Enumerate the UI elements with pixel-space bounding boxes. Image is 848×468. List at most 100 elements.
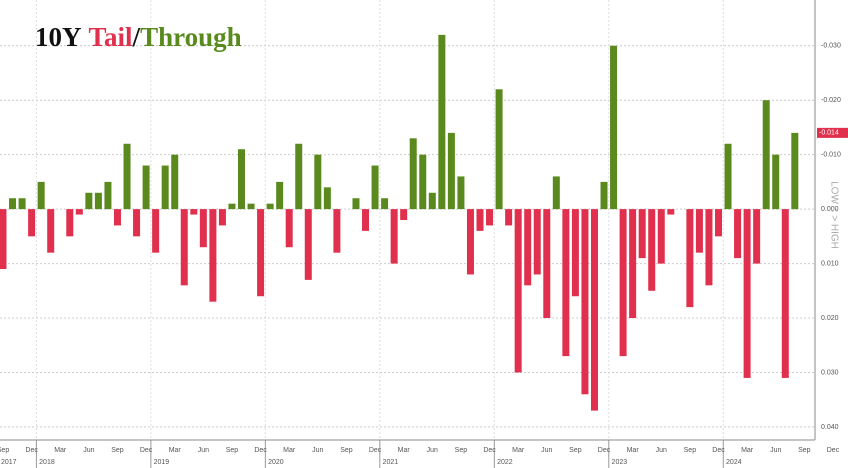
bar [228,203,236,210]
bar [381,198,389,210]
x-tick-label: Mar [627,447,640,454]
bar [686,209,694,308]
x-tick-label: Jun [656,447,667,454]
bar [695,209,703,253]
bar [209,209,217,302]
x-tick-label: Dec [483,447,496,454]
bar [266,203,274,210]
bar [715,209,722,237]
bar [428,192,436,210]
x-tick-label: Sep [455,447,468,454]
y-tick-label: 0.010 [821,260,839,267]
bar [285,209,293,248]
bar [323,187,331,210]
bar [0,209,7,270]
bar [171,154,179,210]
x-tick-label: Mar [283,447,296,454]
bar [94,192,102,210]
x-tick-label: Jun [541,447,552,454]
x-tick-label: Jun [198,447,209,454]
bar [314,154,322,210]
bar [657,209,665,264]
bar [47,209,55,253]
bar [514,209,522,373]
bar [724,143,732,210]
bar [37,181,45,210]
legend-through: Through [140,22,242,52]
bar [447,132,455,210]
year-label: 2018 [39,459,55,466]
bar [772,154,780,210]
bar [218,209,226,226]
bar [85,192,93,210]
chart-title: 10Y Tail/Through [35,22,242,52]
x-tick-label: Mar [512,447,525,454]
x-tick-label: Mar [741,447,754,454]
x-tick-label: Sep [798,447,811,454]
year-label: 2021 [383,459,399,466]
bar [390,209,398,264]
bar [486,209,494,226]
bar [104,181,112,210]
x-tick-label: Dec [369,447,382,454]
year-label: 2022 [497,459,513,466]
bar [419,154,427,210]
bar [152,209,160,253]
bar [257,209,265,297]
bar [667,209,675,215]
bar [629,209,637,319]
bar [648,209,656,291]
bar [133,209,141,237]
bar [18,198,26,210]
bar [753,209,761,264]
bar [161,165,169,210]
bar [295,143,303,210]
bar [466,209,474,275]
bar [371,165,379,210]
x-tick-label: Jun [312,447,323,454]
bar [495,89,503,210]
x-tick-label: Dec [254,447,267,454]
x-tick-label: Jun [770,447,781,454]
year-label: 2023 [612,459,628,466]
x-tick-label: Sep [226,447,239,454]
year-label: 2020 [268,459,284,466]
last-value-tag [817,127,848,138]
bar [9,198,17,210]
x-tick-label: Sep [111,447,124,454]
x-tick-label: Sep [569,447,582,454]
bar [333,209,341,253]
x-tick-label: Sep [0,447,9,454]
bar [533,209,541,275]
bar [505,209,513,226]
x-tick-label: Mar [54,447,67,454]
y-tick-label: -0.030 [821,43,841,50]
bar [199,209,207,248]
x-tick-label: Jun [83,447,94,454]
bar [142,165,150,210]
bar [781,209,789,378]
bar [438,34,446,210]
x-tick-label: Sep [340,447,353,454]
title-prefix: 10Y [35,22,82,52]
x-tick-label: Mar [169,447,182,454]
y-tick-label: -0.020 [821,97,841,104]
bar [409,138,417,210]
y-tick-label: 0.020 [821,315,839,322]
year-label: 2017 [1,459,17,466]
bar [190,209,198,215]
x-tick-label: Dec [25,447,38,454]
x-tick-label: Mar [398,447,411,454]
year-label: 2024 [726,459,742,466]
bar [552,176,560,210]
bar [476,209,484,231]
y-tick-label: -0.010 [821,151,841,158]
x-tick-label: Jun [427,447,438,454]
x-tick-label: Dec [827,447,840,454]
bar [28,209,36,237]
bar [113,209,121,226]
x-tick-label: Dec [712,447,725,454]
bar [75,209,83,215]
bar [180,209,188,286]
